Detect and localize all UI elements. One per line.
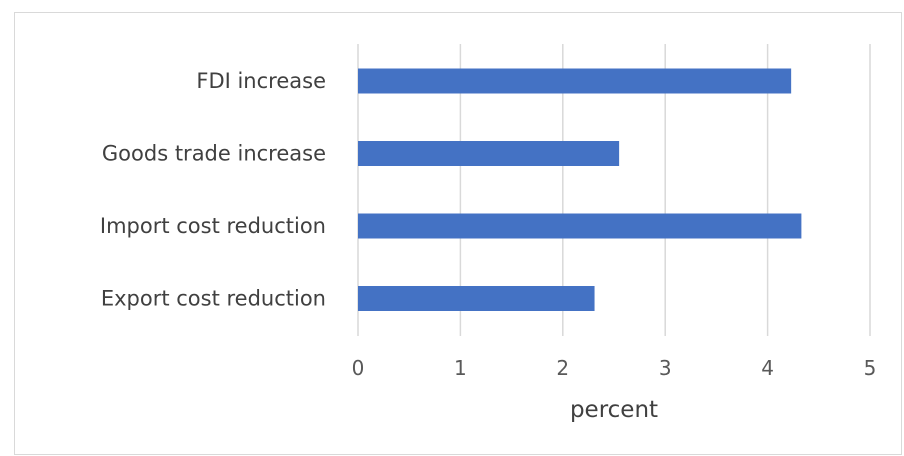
bar — [358, 141, 620, 166]
category-label: FDI increase — [196, 69, 326, 93]
bars — [358, 68, 802, 311]
x-tick-label: 1 — [454, 356, 467, 380]
x-tick-labels: 0 1 2 3 4 5 — [352, 356, 877, 380]
bar — [358, 286, 595, 311]
category-label: Goods trade increase — [102, 142, 326, 166]
category-label: Export cost reduction — [101, 287, 326, 311]
x-tick-label: 2 — [556, 356, 569, 380]
bar — [358, 213, 802, 239]
bar — [358, 68, 792, 94]
x-tick-label: 4 — [761, 356, 774, 380]
x-tick-label: 3 — [659, 356, 672, 380]
x-tick-label: 5 — [864, 356, 877, 380]
x-tick-label: 0 — [352, 356, 365, 380]
x-axis-title: percent — [570, 397, 658, 423]
category-labels: FDI increase Goods trade increase Import c… — [100, 69, 326, 311]
category-label: Import cost reduction — [100, 214, 326, 238]
